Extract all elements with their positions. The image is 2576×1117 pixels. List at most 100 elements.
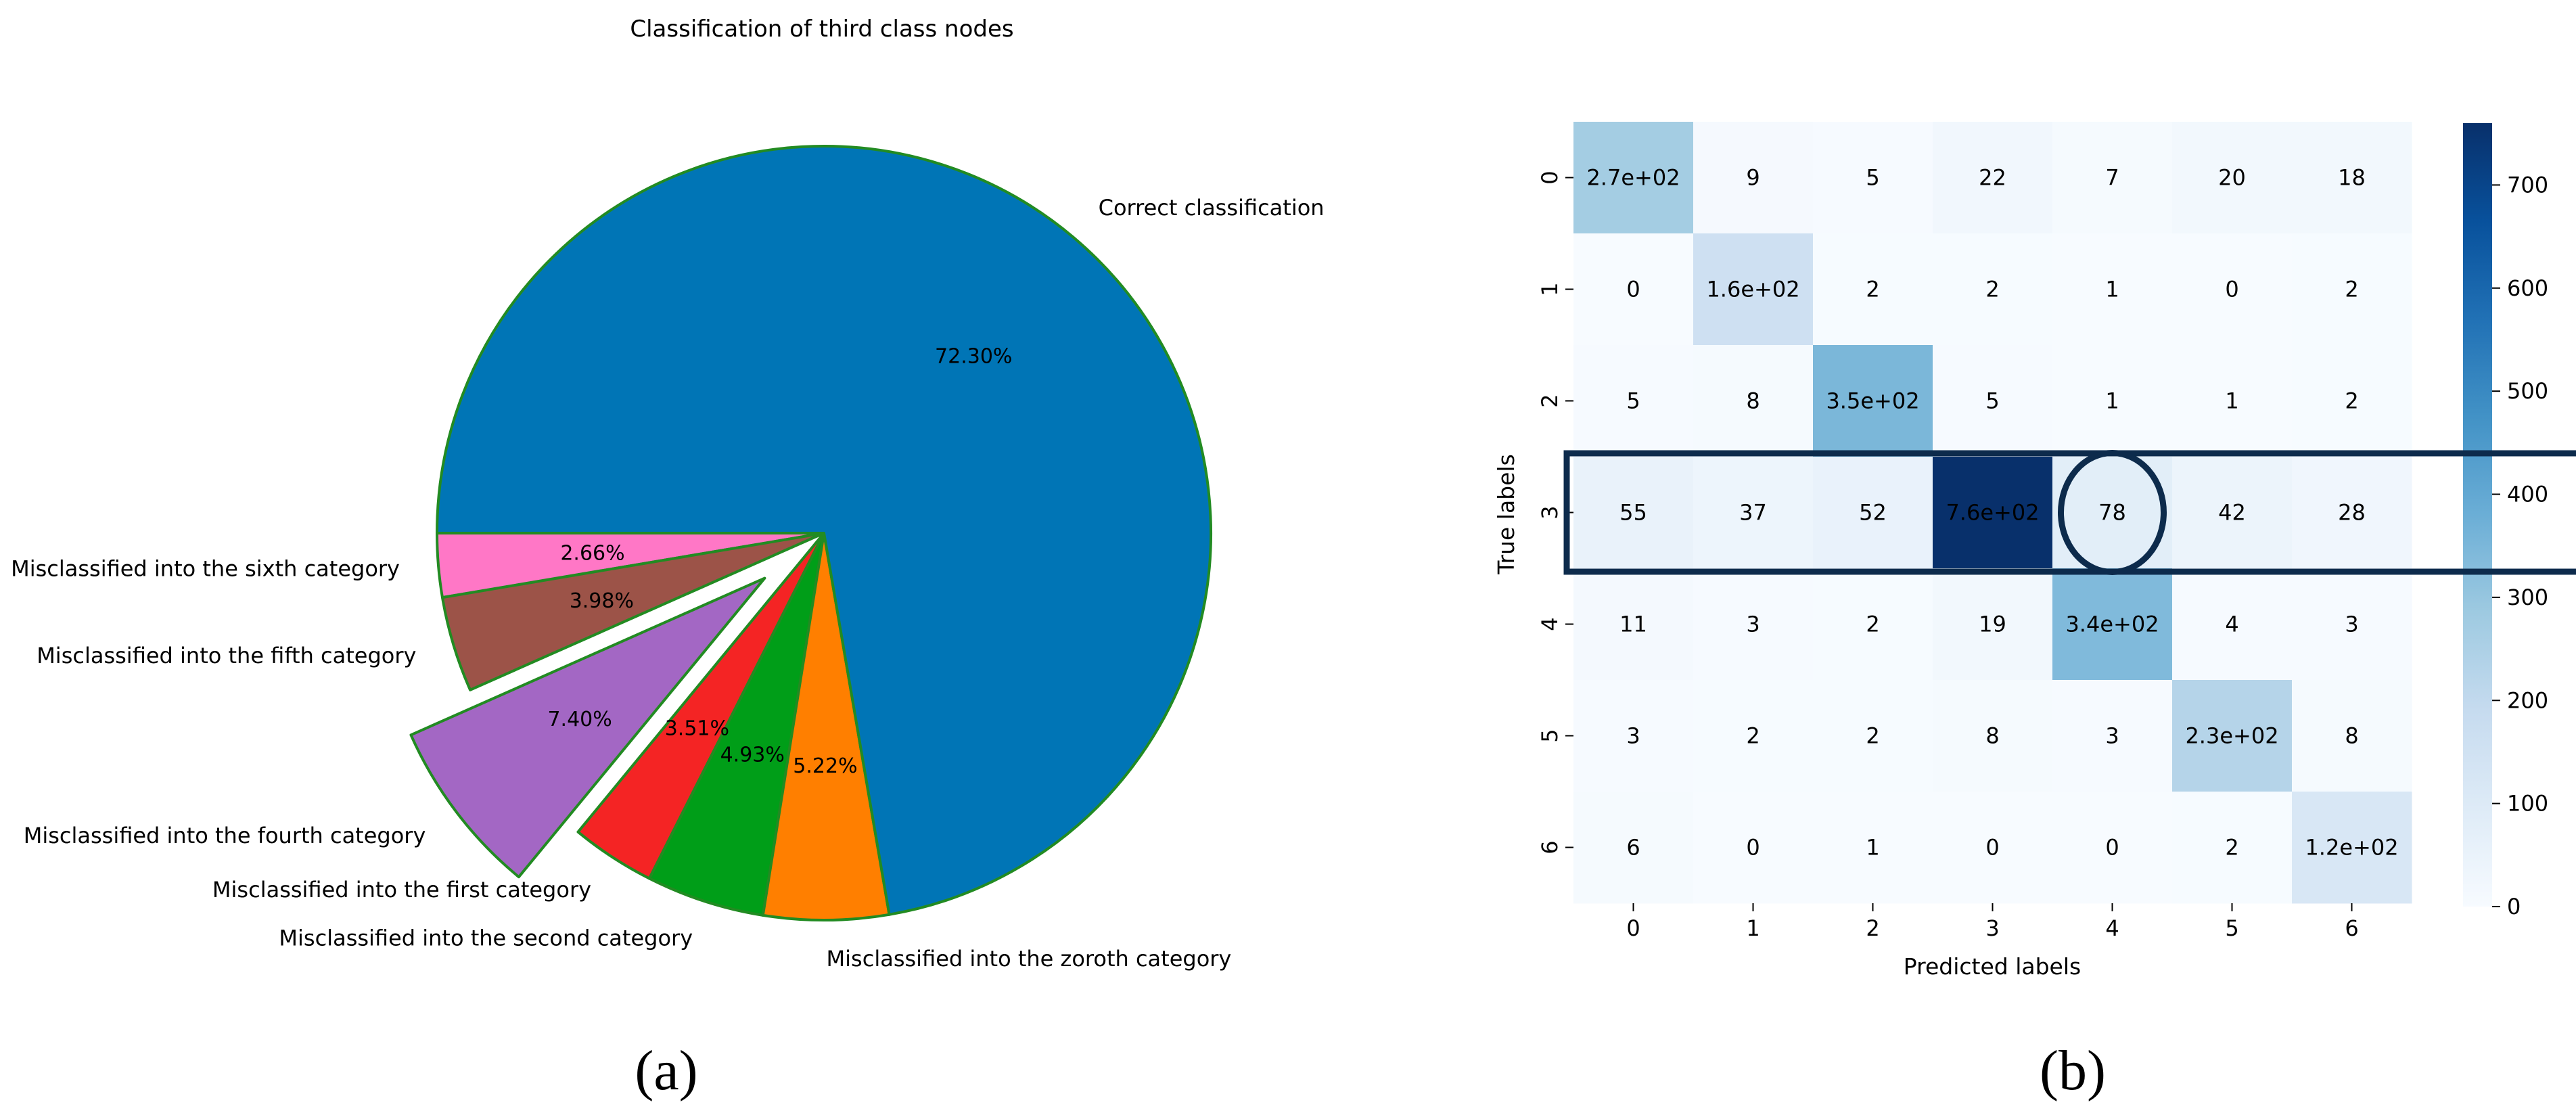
heatmap-cell-value: 19 bbox=[1979, 612, 2006, 637]
colorbar-tick-label: 700 bbox=[2507, 172, 2548, 198]
heatmap-cell bbox=[1693, 345, 1814, 457]
heatmap-cell-value: 37 bbox=[1739, 500, 1767, 526]
heatmap-cell bbox=[1933, 233, 2053, 346]
pie-percent-label: 7.40% bbox=[547, 708, 612, 731]
heatmap-cell bbox=[1933, 568, 2053, 681]
heatmap-cell-value: 6 bbox=[1626, 835, 1640, 861]
pie-percent-label: 3.98% bbox=[570, 589, 634, 613]
heatmap-cell-value: 2 bbox=[2225, 835, 2238, 861]
pie-chart-title: Classification of third class nodes bbox=[630, 16, 1013, 43]
heatmap-cell bbox=[1693, 233, 1814, 346]
heatmap-cell bbox=[2292, 680, 2412, 792]
heatmap-cell-value: 4 bbox=[2225, 612, 2238, 637]
heatmap-cell-value: 0 bbox=[1626, 277, 1640, 302]
heatmap-cell bbox=[1573, 792, 1694, 904]
heatmap-cell-value: 5 bbox=[1626, 388, 1640, 414]
heatmap-cell bbox=[1813, 233, 1933, 346]
heatmap-cell bbox=[2052, 345, 2173, 457]
heatmap-cell bbox=[1933, 680, 2053, 792]
heatmap-cell bbox=[2172, 345, 2293, 457]
heatmap-cell-value: 20 bbox=[2218, 165, 2246, 191]
x-tick-label: 0 bbox=[1626, 915, 1640, 941]
heatmap-cell bbox=[2292, 568, 2412, 681]
heatmap-cell-value: 78 bbox=[2098, 500, 2126, 526]
heatmap-cell-value: 1 bbox=[1866, 835, 1879, 861]
circled-cell-highlight bbox=[2058, 450, 2167, 575]
heatmap-cell-value: 3 bbox=[1626, 723, 1640, 749]
colorbar-tick-label: 300 bbox=[2507, 585, 2548, 610]
pie-percent-label: 72.30% bbox=[935, 345, 1012, 369]
heatmap-cell-value: 3.4e+02 bbox=[2065, 612, 2159, 637]
heatmap-cell-value: 2 bbox=[2345, 388, 2358, 414]
y-tick-label: 6 bbox=[1537, 840, 1563, 854]
heatmap-cell bbox=[1693, 680, 1814, 792]
x-tick-label: 4 bbox=[2105, 915, 2119, 941]
heatmap-cell-value: 0 bbox=[1985, 835, 1999, 861]
y-tick-label: 0 bbox=[1537, 170, 1563, 184]
heatmap-cell-value: 1.6e+02 bbox=[1706, 277, 1799, 302]
heatmap-cell bbox=[2172, 568, 2293, 681]
heatmap-cell bbox=[1813, 457, 1933, 569]
heatmap-cell bbox=[2292, 792, 2412, 904]
heatmap-cell-value: 0 bbox=[1746, 835, 1760, 861]
pie-slice-label: Misclassified into the fourth category bbox=[24, 823, 426, 848]
heatmap-cells bbox=[1573, 122, 2412, 904]
heatmap-cell-value: 7.6e+02 bbox=[1946, 500, 2039, 526]
heatmap-cell bbox=[2172, 792, 2293, 904]
heatmap-cell-value: 22 bbox=[1979, 165, 2006, 191]
heatmap-cell-value: 0 bbox=[2225, 277, 2238, 302]
heatmap-cell bbox=[1573, 233, 1694, 346]
heatmap-cell bbox=[1693, 457, 1814, 569]
colorbar-tick-label: 500 bbox=[2507, 378, 2548, 404]
pie-slice bbox=[440, 532, 825, 691]
heatmap-cell bbox=[2052, 680, 2173, 792]
panel-b-caption: (b) bbox=[2040, 1039, 2106, 1102]
pie-percent-label: 3.51% bbox=[665, 716, 729, 740]
heatmap-cell-value: 7 bbox=[2105, 165, 2119, 191]
heatmap-cell bbox=[1693, 122, 1814, 234]
heatmap-cell bbox=[2052, 568, 2173, 681]
pie-slice-label: Misclassified into the first category bbox=[212, 877, 591, 903]
pie-percent-label: 5.22% bbox=[793, 754, 857, 778]
heatmap-x-axis-label: Predicted labels bbox=[1904, 953, 2081, 980]
pie-slice-label: Misclassified into the sixth category bbox=[11, 556, 400, 582]
heatmap-cell-value: 3 bbox=[1746, 612, 1760, 637]
heatmap-cell-values: 2.7e+02 9 5 22 7 20 180 1.6e+02 2 2 1 0 25 8 3.5e+02 5 1… bbox=[1586, 165, 2398, 861]
pie-slice-label: Misclassified into the zoroth category bbox=[827, 946, 1232, 972]
heatmap-cell-value: 11 bbox=[1619, 612, 1647, 637]
heatmap-cell bbox=[1573, 345, 1694, 457]
heatmap-cell bbox=[2172, 233, 2293, 346]
heatmap-cell bbox=[2292, 122, 2412, 234]
heatmap-cell-value: 8 bbox=[2345, 723, 2358, 749]
heatmap-cell bbox=[2172, 680, 2293, 792]
colorbar-tick-label: 100 bbox=[2507, 791, 2548, 817]
heatmap-cell-value: 52 bbox=[1859, 500, 1887, 526]
x-tick-label: 1 bbox=[1746, 915, 1760, 941]
heatmap-cell bbox=[2172, 122, 2293, 234]
heatmap-cell-value: 2 bbox=[1746, 723, 1760, 749]
heatmap-cell-value: 2 bbox=[1985, 277, 1999, 302]
pie-slice-label: Correct classification bbox=[1099, 195, 1325, 221]
heatmap-panel: 2.7e+02 9 5 22 7 20 180 1.6e+02 2 2 1 0 25 8 3.5e+02 5 1… bbox=[1493, 122, 2576, 1102]
y-tick-label: 5 bbox=[1537, 729, 1563, 742]
colorbar-tick-label: 0 bbox=[2507, 894, 2521, 919]
pie-slice bbox=[436, 145, 1212, 916]
heatmap-cell bbox=[2052, 792, 2173, 904]
x-tick-label: 6 bbox=[2345, 915, 2358, 941]
heatmap-cell-value: 8 bbox=[1746, 388, 1760, 414]
heatmap-cell-value: 3 bbox=[2105, 723, 2119, 749]
pie-percent-labels: 2.66% 3.98% 7.40% 3.51% 4.93% 5.22% 72.30% bbox=[547, 345, 1012, 779]
heatmap-cell bbox=[1573, 122, 1694, 234]
heatmap-cell-value: 0 bbox=[2105, 835, 2119, 861]
heatmap-cell-value: 2.3e+02 bbox=[2185, 723, 2278, 749]
heatmap-cell-value: 2 bbox=[1866, 723, 1879, 749]
heatmap-cell-value: 18 bbox=[2338, 165, 2366, 191]
heatmap-cell bbox=[1813, 792, 1933, 904]
heatmap-cell-value: 2 bbox=[1866, 612, 1879, 637]
heatmap-cell-value: 3 bbox=[2345, 612, 2358, 637]
pie-percent-label: 4.93% bbox=[720, 744, 785, 767]
pie-slice-label: Misclassified into the second category bbox=[279, 926, 693, 951]
colorbar-ticks: 0 100 200 300 400 500 600 700 bbox=[2492, 172, 2548, 919]
x-tick-label: 3 bbox=[1985, 915, 1999, 941]
